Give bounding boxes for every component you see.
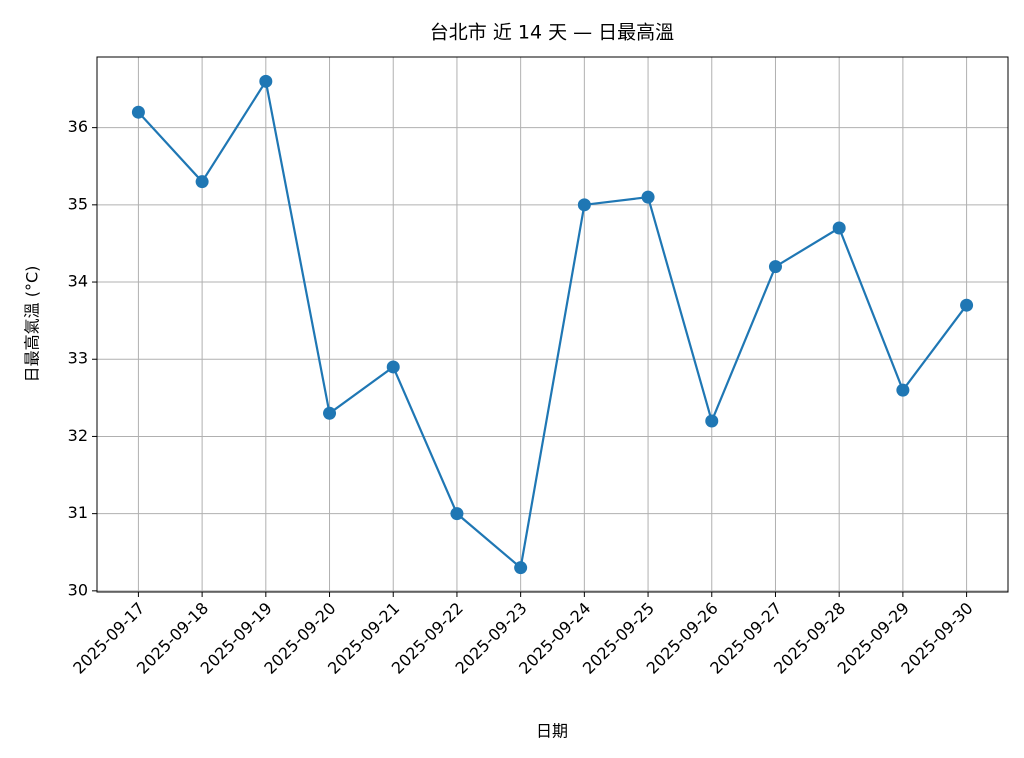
point bbox=[323, 406, 337, 420]
plot-frame bbox=[96, 56, 1009, 593]
y-tick-label: 36 bbox=[68, 117, 88, 136]
point bbox=[514, 561, 528, 575]
line bbox=[137, 78, 968, 570]
point bbox=[832, 221, 846, 235]
y-tick-label: 30 bbox=[68, 580, 88, 599]
point bbox=[131, 105, 145, 119]
point bbox=[641, 190, 655, 204]
point bbox=[960, 298, 974, 312]
point bbox=[577, 198, 591, 212]
point bbox=[450, 507, 464, 521]
y-tick-label: 34 bbox=[68, 272, 88, 291]
y-tick-label: 35 bbox=[68, 194, 88, 213]
y-axis-label: 日最高氣溫 (°C) bbox=[23, 266, 42, 383]
x-axis-label: 日期 bbox=[536, 722, 568, 741]
y-tick-label: 32 bbox=[68, 426, 88, 445]
point bbox=[705, 414, 719, 428]
y-tick-label: 31 bbox=[68, 503, 88, 522]
point bbox=[195, 175, 209, 189]
chart-title: 台北市 近 14 天 — 日最高溫 bbox=[430, 22, 674, 44]
point bbox=[386, 360, 400, 374]
point bbox=[768, 260, 782, 274]
y-tick-label: 33 bbox=[68, 349, 88, 368]
point bbox=[259, 74, 273, 88]
point bbox=[896, 383, 910, 397]
